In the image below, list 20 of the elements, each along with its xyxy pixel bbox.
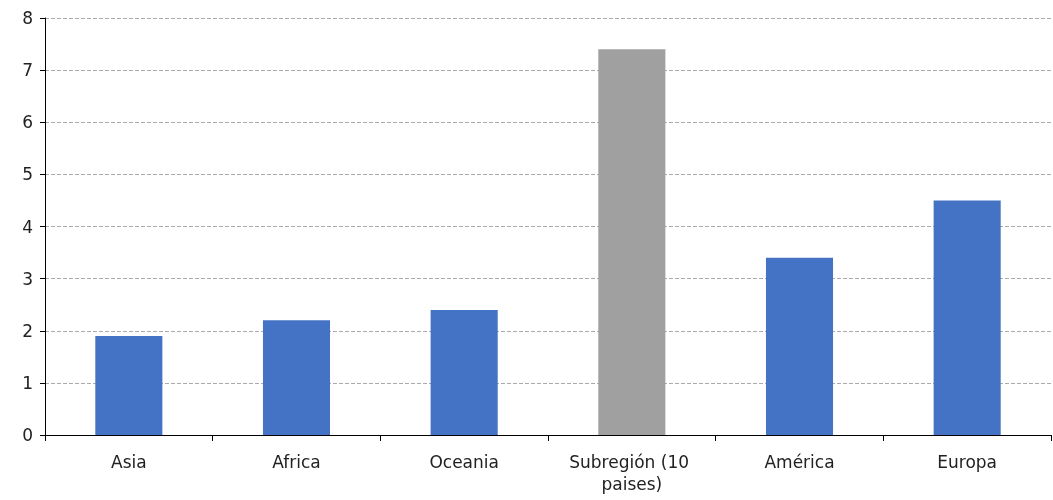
x-tick-label: Africa [272, 452, 321, 472]
x-tick-label: Oceania [429, 452, 499, 472]
y-tick-label: 4 [22, 216, 33, 237]
bar [262, 320, 331, 435]
bar [95, 335, 163, 435]
bar [765, 257, 834, 435]
y-tick-label: 6 [22, 112, 33, 133]
x-tick-label: América [764, 452, 835, 472]
x-tick-label: Asia [111, 452, 147, 472]
y-tick-label: 8 [22, 8, 33, 28]
bar [933, 200, 1001, 435]
x-tick-label: Subregión (10 paises) [569, 452, 695, 494]
y-tick-label: 5 [22, 164, 33, 185]
bar [430, 309, 498, 435]
y-tick-label: 1 [22, 372, 33, 393]
y-tick-label: 0 [22, 425, 33, 445]
y-tick-label: 7 [22, 60, 33, 81]
y-tick-label: 3 [22, 268, 33, 289]
y-tick-label: 2 [22, 320, 33, 341]
x-tick-label: Europa [937, 452, 998, 472]
